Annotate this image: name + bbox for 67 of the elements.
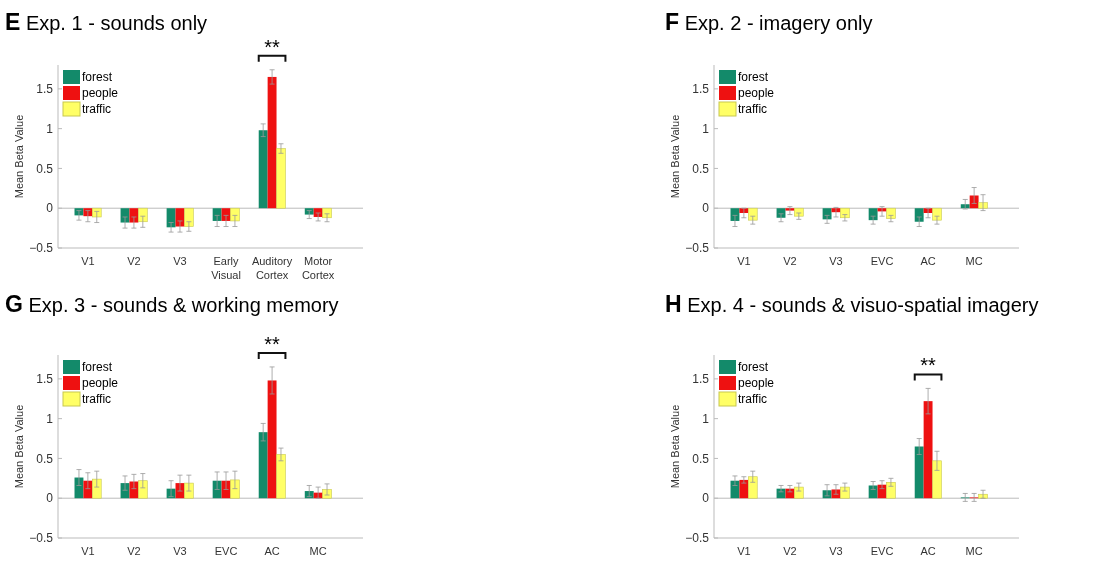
x-tick-label: V3	[173, 545, 187, 557]
legend-label: people	[82, 376, 119, 391]
legend-label: traffic	[82, 392, 112, 407]
x-tick-label: MC	[965, 255, 983, 267]
x-tick-label: EVC	[214, 545, 238, 557]
chart-title: H Exp. 4 - sounds & visuo-spatial imagery	[665, 291, 1039, 317]
x-tick-label: AC	[920, 255, 936, 267]
legend-label: forest	[82, 360, 113, 375]
x-tick-label: EVC	[870, 255, 894, 267]
x-tick-label: AC	[920, 545, 936, 557]
x-tick-label: AC	[264, 545, 280, 557]
y-tick-label: −0.5	[685, 241, 710, 256]
legend-label: forest	[738, 70, 769, 85]
x-tick-label: V2	[127, 545, 141, 557]
x-tick-label: V2	[783, 255, 797, 267]
chart-title: G Exp. 3 - sounds & working memory	[5, 291, 339, 317]
y-axis-title: Mean Beta Value	[13, 114, 25, 199]
y-tick-label: 0.5	[692, 161, 710, 176]
y-tick-label: 1.5	[36, 372, 54, 387]
x-tick-label: V1	[81, 545, 95, 557]
y-tick-label: 1.5	[692, 372, 710, 387]
y-tick-label: 0	[702, 491, 710, 506]
y-tick-label: 1.5	[692, 82, 710, 97]
text: **	[264, 332, 281, 355]
x-tick-label: MC	[965, 545, 983, 557]
legend-label: traffic	[82, 102, 112, 117]
y-tick-label: 0	[46, 491, 54, 506]
x-tick-label: Auditory Cortex	[251, 255, 293, 281]
y-tick-label: 0.5	[36, 451, 54, 466]
x-tick-label: Motor Cortex	[301, 255, 335, 281]
annotation: **	[920, 354, 937, 377]
y-axis-title: Mean Beta Value	[13, 404, 25, 489]
text: **	[264, 35, 281, 58]
y-tick-label: 1	[702, 121, 710, 136]
legend-label: people	[738, 376, 775, 391]
y-tick-label: 0.5	[692, 451, 710, 466]
y-tick-label: 0.5	[36, 161, 54, 176]
x-tick-label: V3	[829, 545, 843, 557]
y-tick-label: −0.5	[29, 241, 54, 256]
legend-label: people	[82, 86, 119, 101]
x-tick-label: Early Visual	[211, 255, 241, 281]
chart-title: E Exp. 1 - sounds only	[5, 9, 208, 35]
x-tick-label: V3	[173, 255, 187, 267]
y-tick-label: −0.5	[29, 531, 54, 546]
y-axis-title: Mean Beta Value	[669, 114, 681, 199]
y-tick-label: 1.5	[36, 82, 54, 97]
y-tick-label: 0	[46, 201, 54, 216]
y-tick-label: 0	[702, 201, 710, 216]
x-tick-label: V1	[737, 255, 751, 267]
chart-title: F Exp. 2 - imagery only	[665, 9, 873, 35]
y-axis-title: Mean Beta Value	[669, 404, 681, 489]
y-tick-label: 1	[702, 411, 710, 426]
y-tick-label: 1	[46, 121, 54, 136]
legend-label: forest	[738, 360, 769, 375]
x-tick-label: V3	[829, 255, 843, 267]
x-tick-label: EVC	[870, 545, 894, 557]
x-tick-label: V2	[127, 255, 141, 267]
legend-label: forest	[82, 70, 113, 85]
x-tick-label: V1	[737, 545, 751, 557]
x-tick-label: V2	[783, 545, 797, 557]
legend-label: traffic	[738, 102, 768, 117]
x-tick-label: MC	[309, 545, 327, 557]
legend-label: traffic	[738, 392, 768, 407]
y-tick-label: −0.5	[685, 531, 710, 546]
y-tick-label: 1	[46, 411, 54, 426]
legend-label: people	[738, 86, 775, 101]
x-tick-label: V1	[81, 255, 95, 267]
